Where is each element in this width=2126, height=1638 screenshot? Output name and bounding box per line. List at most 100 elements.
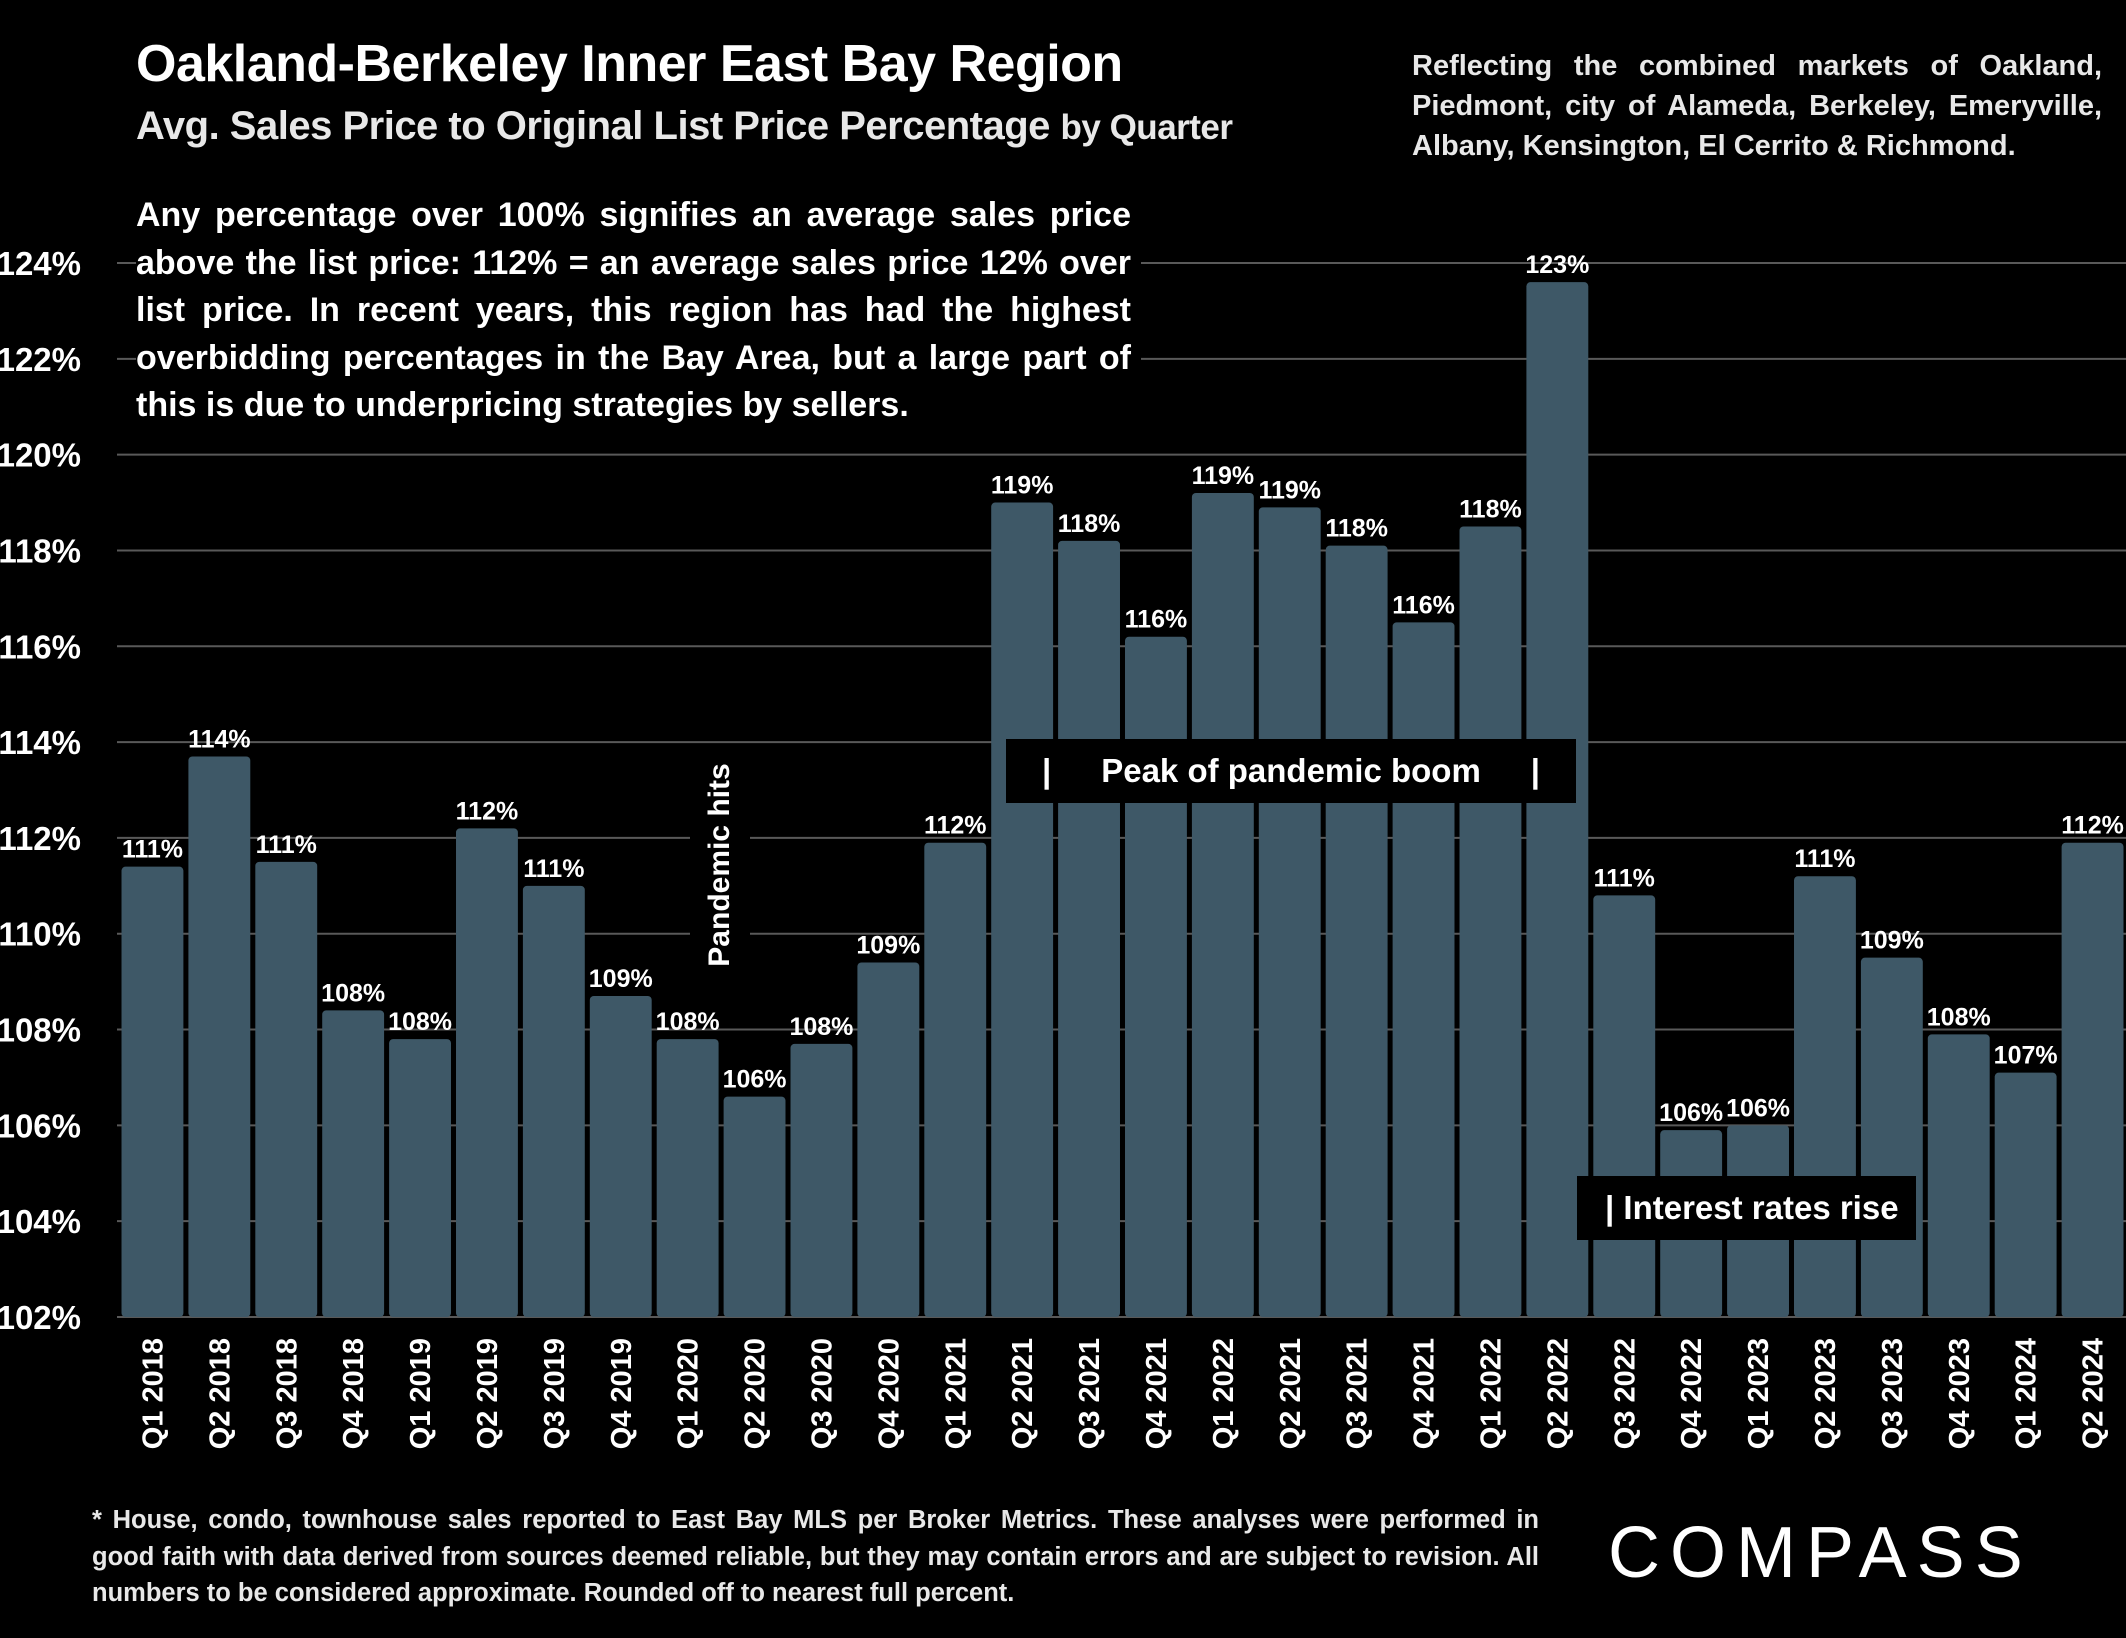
bar bbox=[1794, 876, 1856, 1317]
bar-value-label: 109% bbox=[1860, 927, 1924, 955]
x-tick-label: Q4 2022 bbox=[1676, 1338, 1708, 1449]
x-tick-label: Q2 2021 bbox=[1275, 1338, 1307, 1449]
bar-value-label: 116% bbox=[1392, 591, 1455, 619]
bar bbox=[2061, 842, 2124, 1317]
x-tick-label: Q2 2024 bbox=[2078, 1338, 2110, 1449]
bar bbox=[1258, 507, 1321, 1317]
region-note: Reflecting the combined markets of Oakla… bbox=[1412, 50, 2102, 162]
x-tick-label: Q3 2018 bbox=[271, 1338, 303, 1449]
bar-value-label: 111% bbox=[256, 831, 317, 859]
x-tick-label: Q2 2022 bbox=[1542, 1338, 1574, 1449]
bar bbox=[790, 1043, 853, 1317]
bar bbox=[1325, 545, 1388, 1317]
x-tick-label: Q2 2021 bbox=[1007, 1338, 1039, 1449]
x-tick-label: Q4 2020 bbox=[873, 1338, 905, 1449]
bar-value-label: 108% bbox=[1927, 1003, 1991, 1031]
peak-label: Peak of pandemic boom bbox=[1101, 752, 1481, 789]
y-tick-label: 108% bbox=[0, 1012, 81, 1049]
y-tick-label: 104% bbox=[0, 1203, 81, 1240]
bar-value-label: 114% bbox=[188, 725, 251, 753]
x-tick-label: Q3 2021 bbox=[1074, 1338, 1106, 1449]
bar-value-label: 118% bbox=[1058, 510, 1121, 538]
y-tick-label: 120% bbox=[0, 437, 81, 474]
x-tick-label: Q1 2024 bbox=[2011, 1338, 2043, 1449]
pandemic-hits-annotation: Pandemic hits bbox=[690, 755, 750, 975]
bar-value-label: 118% bbox=[1325, 515, 1388, 543]
bar-value-label: 109% bbox=[856, 931, 920, 959]
bar-value-label: 107% bbox=[1994, 1042, 2058, 1070]
bar bbox=[1125, 636, 1187, 1317]
footnote: * House, condo, townhouse sales reported… bbox=[92, 1506, 1539, 1607]
bar-value-label: 111% bbox=[1594, 864, 1655, 892]
y-tick-label: 118% bbox=[0, 532, 81, 569]
x-tick-label: Q3 2019 bbox=[539, 1338, 571, 1449]
explanation-text: Any percentage over 100% signifies an av… bbox=[136, 192, 1141, 440]
bar-value-label: 108% bbox=[321, 979, 385, 1007]
x-tick-label: Q4 2019 bbox=[606, 1338, 638, 1449]
bar bbox=[857, 962, 920, 1317]
y-tick-label: 116% bbox=[0, 628, 81, 665]
bar bbox=[1593, 895, 1656, 1317]
x-tick-label: Q2 2019 bbox=[472, 1338, 504, 1449]
bar bbox=[322, 1010, 385, 1317]
subtitle-main: Avg. Sales Price to Original List Price … bbox=[136, 104, 1050, 148]
bar bbox=[924, 842, 987, 1317]
bar-value-label: 111% bbox=[122, 836, 183, 864]
interest-rates-annotation: | Interest rates rise bbox=[1577, 1176, 1916, 1240]
x-tick-label: Q4 2018 bbox=[338, 1338, 370, 1449]
x-tick-label: Q1 2018 bbox=[137, 1338, 169, 1449]
chart-title: Oakland-Berkeley Inner East Bay Region bbox=[136, 35, 1123, 93]
subtitle-suffix: by Quarter bbox=[1060, 108, 1234, 147]
y-tick-label: 112% bbox=[0, 820, 81, 857]
peak-right-marker: | bbox=[1530, 752, 1540, 789]
bar-value-label: 108% bbox=[656, 1008, 720, 1036]
bar-value-label: 119% bbox=[1258, 476, 1321, 504]
x-tick-label: Q1 2020 bbox=[673, 1338, 705, 1449]
bar bbox=[656, 1039, 719, 1317]
bar bbox=[389, 1039, 451, 1317]
bar bbox=[1927, 1034, 1990, 1317]
bar bbox=[1860, 957, 1923, 1317]
x-tick-label: Q2 2020 bbox=[740, 1338, 772, 1449]
bar bbox=[456, 828, 518, 1317]
x-axis-labels: Q1 2018 Q2 2018 Q3 2018 Q4 2018 Q1 2019 Q2 20… bbox=[137, 1338, 2109, 1449]
bar-value-label: 119% bbox=[991, 472, 1054, 500]
bar bbox=[1994, 1072, 2057, 1317]
bar-value-label: 112% bbox=[924, 812, 987, 840]
bar-value-label: 106% bbox=[723, 1066, 787, 1094]
x-tick-label: Q2 2018 bbox=[204, 1338, 236, 1449]
x-tick-label: Q3 2023 bbox=[1877, 1338, 1909, 1449]
x-tick-label: Q3 2020 bbox=[806, 1338, 838, 1449]
bar-value-label: 106% bbox=[1726, 1094, 1790, 1122]
bar bbox=[121, 866, 184, 1317]
bar-value-label: 118% bbox=[1459, 496, 1522, 524]
x-tick-label: Q1 2022 bbox=[1208, 1338, 1240, 1449]
bar-value-label: 111% bbox=[1794, 845, 1855, 873]
bar-value-label: 106% bbox=[1659, 1099, 1723, 1127]
logo-text: COMPASS bbox=[1608, 1513, 2033, 1593]
pandemic-hits-label: Pandemic hits bbox=[703, 763, 736, 967]
x-tick-label: Q1 2019 bbox=[405, 1338, 437, 1449]
x-tick-label: Q4 2021 bbox=[1141, 1338, 1173, 1449]
bar bbox=[1058, 540, 1120, 1317]
y-tick-label: 124% bbox=[0, 245, 81, 282]
bar-value-label: 111% bbox=[523, 855, 584, 883]
y-tick-label: 110% bbox=[0, 916, 81, 953]
bar bbox=[188, 756, 251, 1317]
x-tick-label: Q2 2023 bbox=[1810, 1338, 1842, 1449]
peak-annotation: | Peak of pandemic boom | bbox=[1006, 739, 1576, 803]
compass-logo: COMPASS bbox=[1608, 1512, 2033, 1594]
x-tick-label: Q3 2021 bbox=[1342, 1338, 1374, 1449]
bar-value-label: 119% bbox=[1192, 462, 1255, 490]
bar bbox=[1191, 492, 1254, 1317]
bar-value-label: 108% bbox=[789, 1013, 853, 1041]
bar-value-label: 109% bbox=[589, 965, 653, 993]
x-tick-label: Q1 2022 bbox=[1475, 1338, 1507, 1449]
bar-value-label: 112% bbox=[456, 797, 519, 825]
bar bbox=[991, 502, 1054, 1318]
x-tick-label: Q4 2023 bbox=[1944, 1338, 1976, 1449]
bars bbox=[121, 282, 2124, 1318]
bar bbox=[589, 996, 652, 1317]
bar-value-label: 108% bbox=[388, 1008, 452, 1036]
